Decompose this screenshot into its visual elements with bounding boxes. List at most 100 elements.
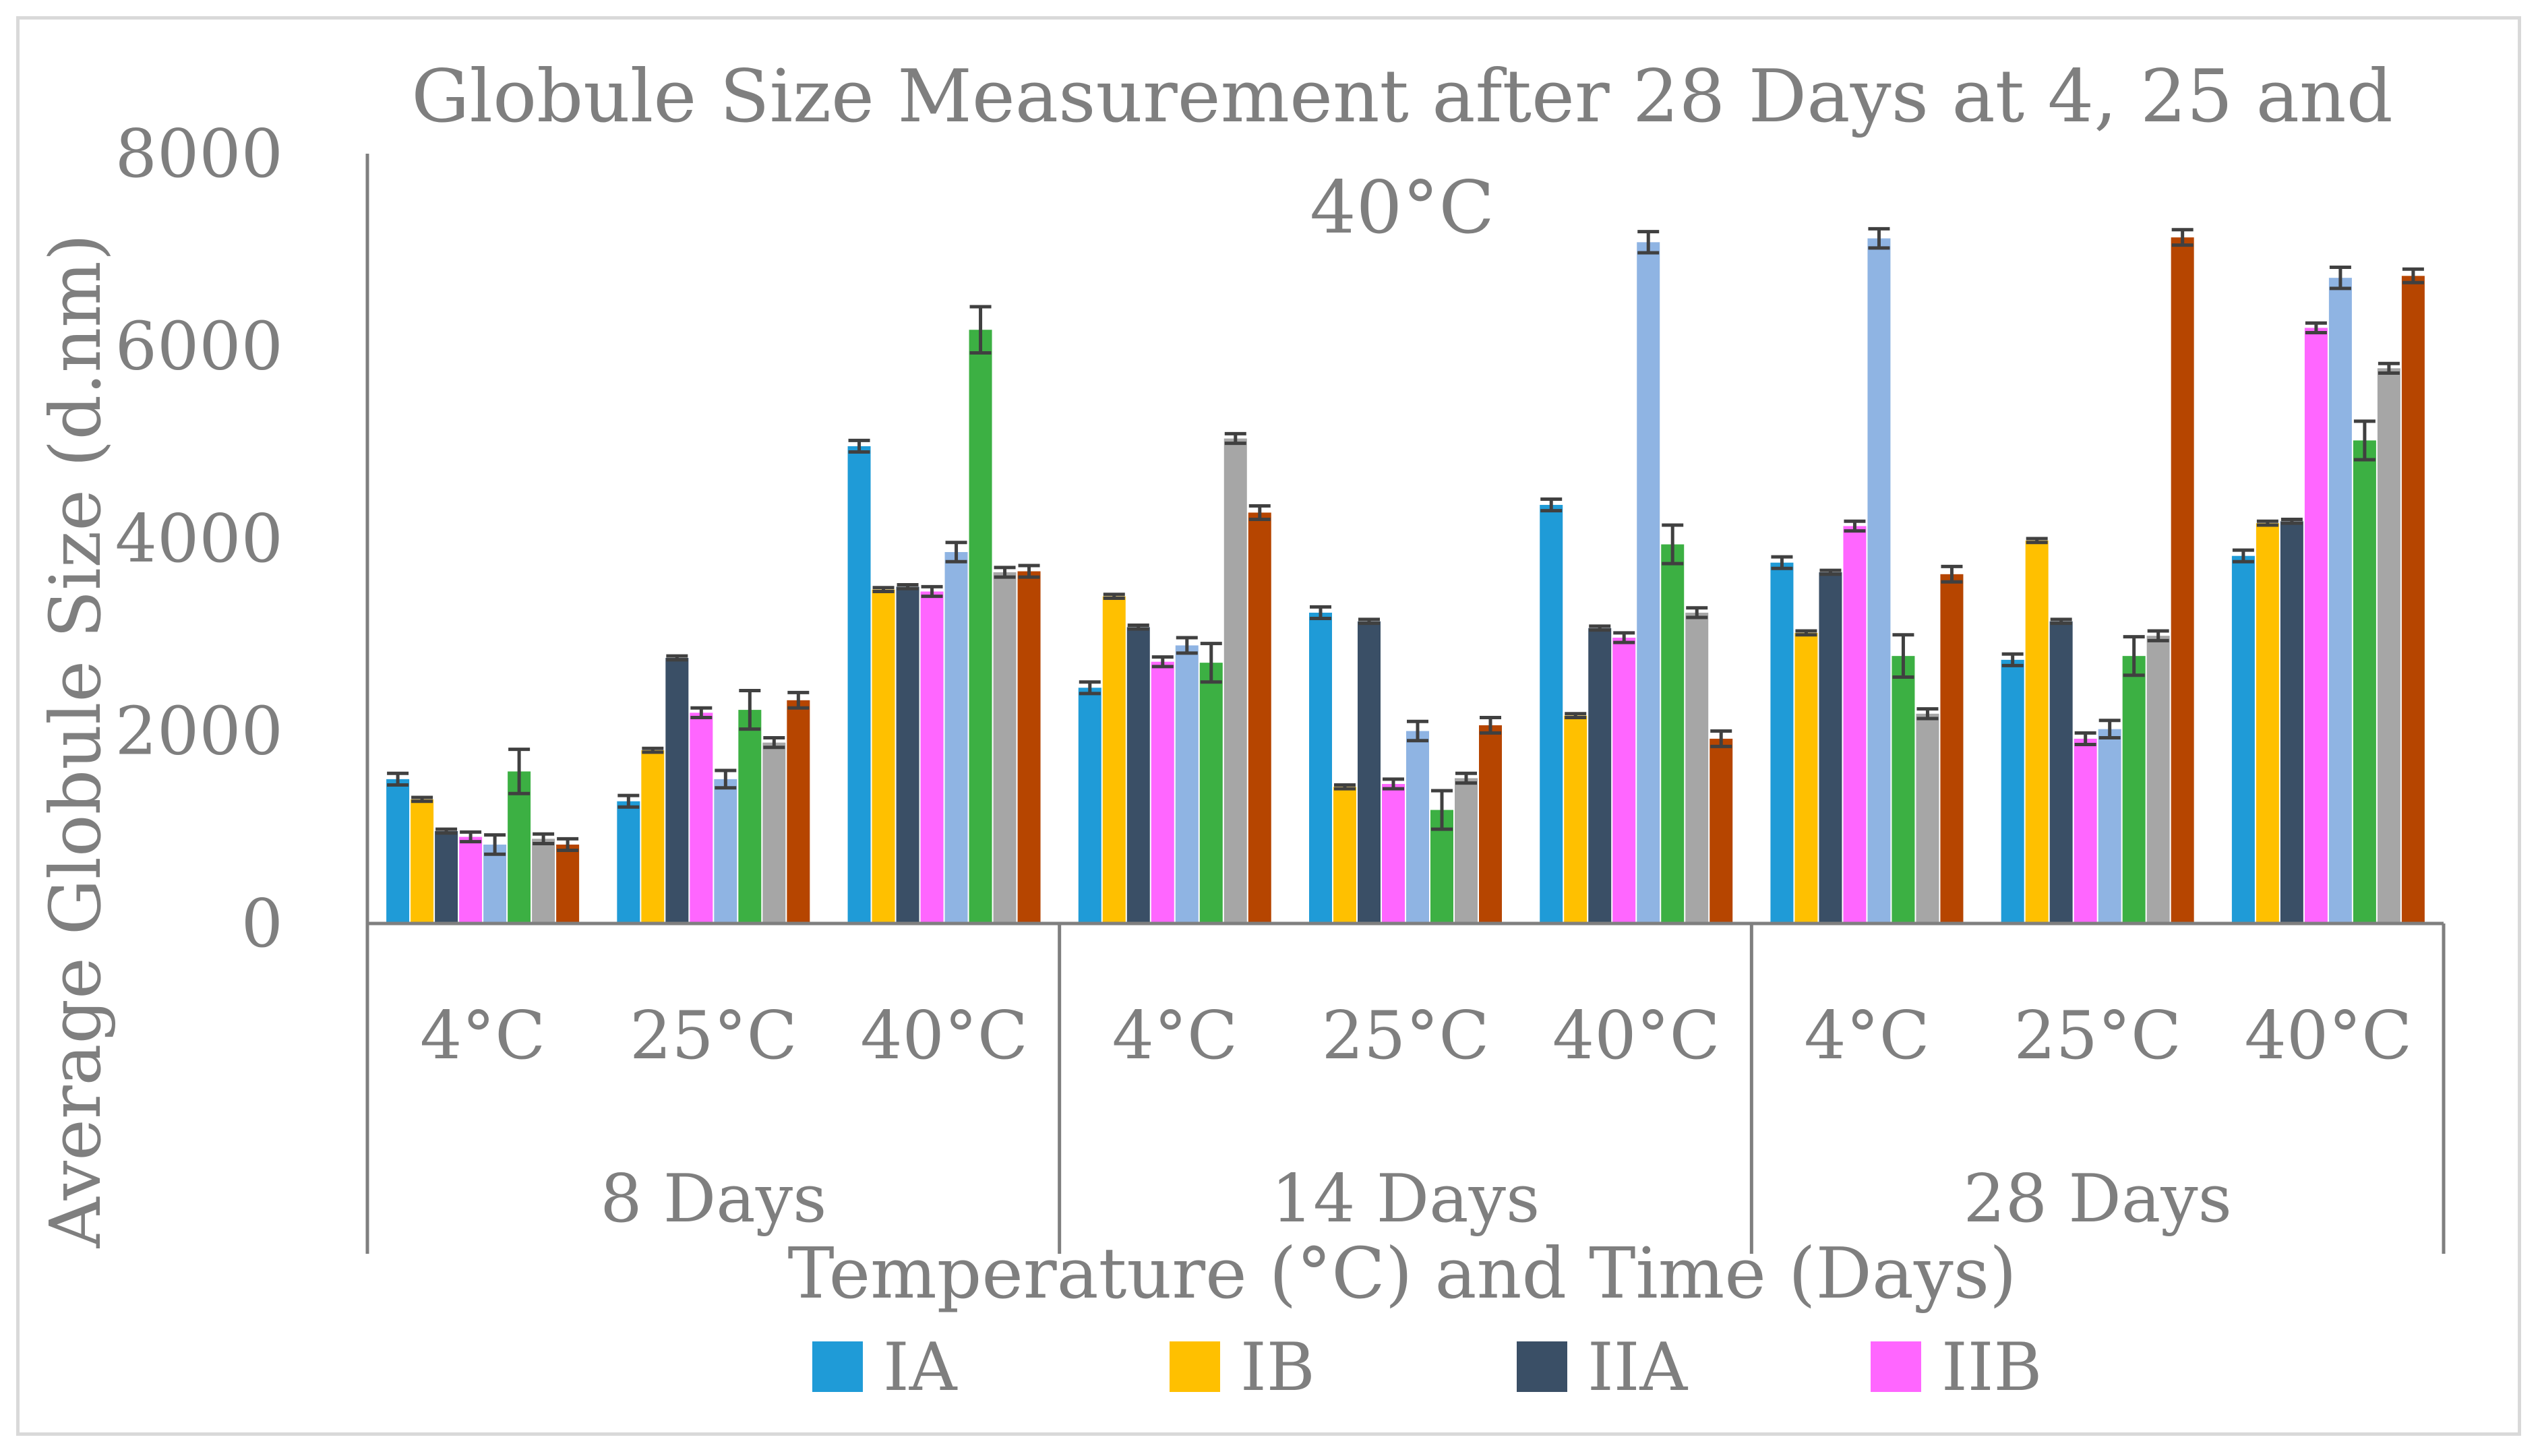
error-bar bbox=[2123, 635, 2145, 677]
error-bar bbox=[1540, 497, 1563, 513]
error-bar bbox=[1662, 523, 1684, 566]
error-bar bbox=[1589, 624, 1611, 632]
legend-swatch bbox=[1517, 1341, 1567, 1392]
error-bar bbox=[763, 735, 785, 750]
bar-ia bbox=[1540, 505, 1563, 923]
bar-iia bbox=[1819, 572, 1842, 923]
x-axis-label: Temperature (°C) and Time (Days) bbox=[787, 1232, 2016, 1314]
group-label: 14 Days bbox=[1271, 1161, 1540, 1238]
error-bar bbox=[2098, 719, 2121, 739]
group-label: 28 Days bbox=[1963, 1161, 2232, 1238]
bar-series-5 bbox=[1175, 645, 1199, 923]
error-bar bbox=[1686, 606, 1708, 619]
bar-series-5 bbox=[1637, 242, 1660, 924]
bar-ib bbox=[872, 589, 895, 923]
bar-series-7 bbox=[1685, 612, 1709, 923]
error-bar bbox=[617, 793, 640, 809]
error-bar bbox=[1455, 771, 1477, 785]
bar-ia bbox=[1770, 562, 1794, 923]
bar-series-7 bbox=[532, 839, 555, 923]
bar-iia bbox=[435, 830, 458, 923]
error-bar bbox=[1127, 623, 1149, 631]
error-bar bbox=[2050, 617, 2072, 626]
category-label: 4°C bbox=[1112, 998, 1238, 1074]
bar-series-8 bbox=[1248, 512, 1271, 923]
bar-series-7 bbox=[2146, 636, 2170, 923]
legend-swatch bbox=[1871, 1341, 1921, 1392]
category-label: 4°C bbox=[420, 998, 545, 1074]
error-bar bbox=[897, 583, 919, 590]
error-bar bbox=[557, 837, 579, 853]
bar-series-6 bbox=[2353, 440, 2376, 923]
error-bar bbox=[666, 654, 688, 662]
bar-ib bbox=[641, 750, 665, 923]
category-label: 25°C bbox=[630, 998, 797, 1074]
bar-ib bbox=[2025, 540, 2049, 923]
error-bar bbox=[1637, 230, 1660, 255]
bar-series-7 bbox=[1223, 438, 1247, 923]
legend-label: IIB bbox=[1941, 1329, 2042, 1406]
error-bar bbox=[1018, 564, 1040, 579]
error-bar bbox=[387, 771, 409, 787]
category-label: 25°C bbox=[2014, 998, 2181, 1074]
error-bar bbox=[1334, 783, 1356, 791]
bar-ib bbox=[1102, 596, 1126, 923]
error-bar bbox=[690, 706, 713, 720]
y-tick-label: 2000 bbox=[115, 694, 283, 770]
bar-ib bbox=[2256, 523, 2279, 923]
bar-series-6 bbox=[1199, 663, 1223, 923]
error-bar bbox=[2147, 629, 2169, 642]
bar-series-8 bbox=[1479, 725, 1502, 923]
bar-series-5 bbox=[944, 551, 968, 923]
error-bar bbox=[715, 768, 737, 790]
legend-label: IA bbox=[883, 1329, 958, 1406]
bar-series-7 bbox=[762, 742, 786, 923]
legend-item-iia: IIA bbox=[1517, 1329, 1688, 1406]
error-bar bbox=[969, 305, 992, 355]
error-bar bbox=[1613, 631, 1635, 644]
bar-series-6 bbox=[1892, 656, 1915, 923]
error-bar bbox=[945, 541, 967, 564]
error-bar bbox=[739, 689, 761, 731]
bar-ib bbox=[411, 799, 434, 923]
error-bar bbox=[1795, 629, 1817, 637]
bar-iia bbox=[1358, 621, 1381, 923]
bar-ia bbox=[1078, 688, 1101, 923]
error-bar bbox=[2305, 321, 2327, 335]
bar-iib bbox=[1612, 638, 1636, 923]
error-bar bbox=[1103, 593, 1125, 601]
error-bar bbox=[1565, 712, 1587, 720]
bar-series-6 bbox=[1661, 544, 1685, 923]
error-bar bbox=[1358, 617, 1380, 626]
legend-swatch bbox=[1170, 1341, 1220, 1392]
error-bar bbox=[2232, 548, 2254, 564]
error-bar bbox=[1431, 789, 1453, 831]
bar-series-5 bbox=[2328, 278, 2352, 924]
bar-iia bbox=[2049, 621, 2073, 923]
error-bar bbox=[2353, 419, 2376, 462]
axes bbox=[365, 154, 2446, 1254]
bar-iia bbox=[665, 658, 689, 923]
bar-ia bbox=[617, 801, 640, 923]
error-bar bbox=[1176, 636, 1198, 655]
error-bar bbox=[484, 833, 506, 856]
bar-series-5 bbox=[1867, 238, 1891, 923]
bar-series-6 bbox=[2122, 656, 2146, 923]
category-label: 4°C bbox=[1804, 998, 1929, 1074]
bar-series-8 bbox=[787, 700, 810, 923]
bar-series bbox=[386, 237, 2425, 924]
error-bar bbox=[1819, 568, 1842, 576]
error-bar bbox=[1941, 564, 1963, 584]
bar-ib bbox=[1794, 632, 1818, 923]
error-bar bbox=[994, 566, 1016, 579]
legend-swatch bbox=[812, 1341, 863, 1392]
bar-series-6 bbox=[969, 330, 992, 923]
error-bar bbox=[1079, 680, 1101, 696]
bar-iib bbox=[690, 712, 713, 923]
error-bar bbox=[1844, 519, 1866, 533]
legend-label: IIA bbox=[1588, 1329, 1688, 1406]
error-bar bbox=[1248, 504, 1271, 521]
error-bar bbox=[411, 795, 433, 803]
error-bar bbox=[2256, 519, 2278, 527]
bar-series-8 bbox=[2171, 237, 2194, 923]
